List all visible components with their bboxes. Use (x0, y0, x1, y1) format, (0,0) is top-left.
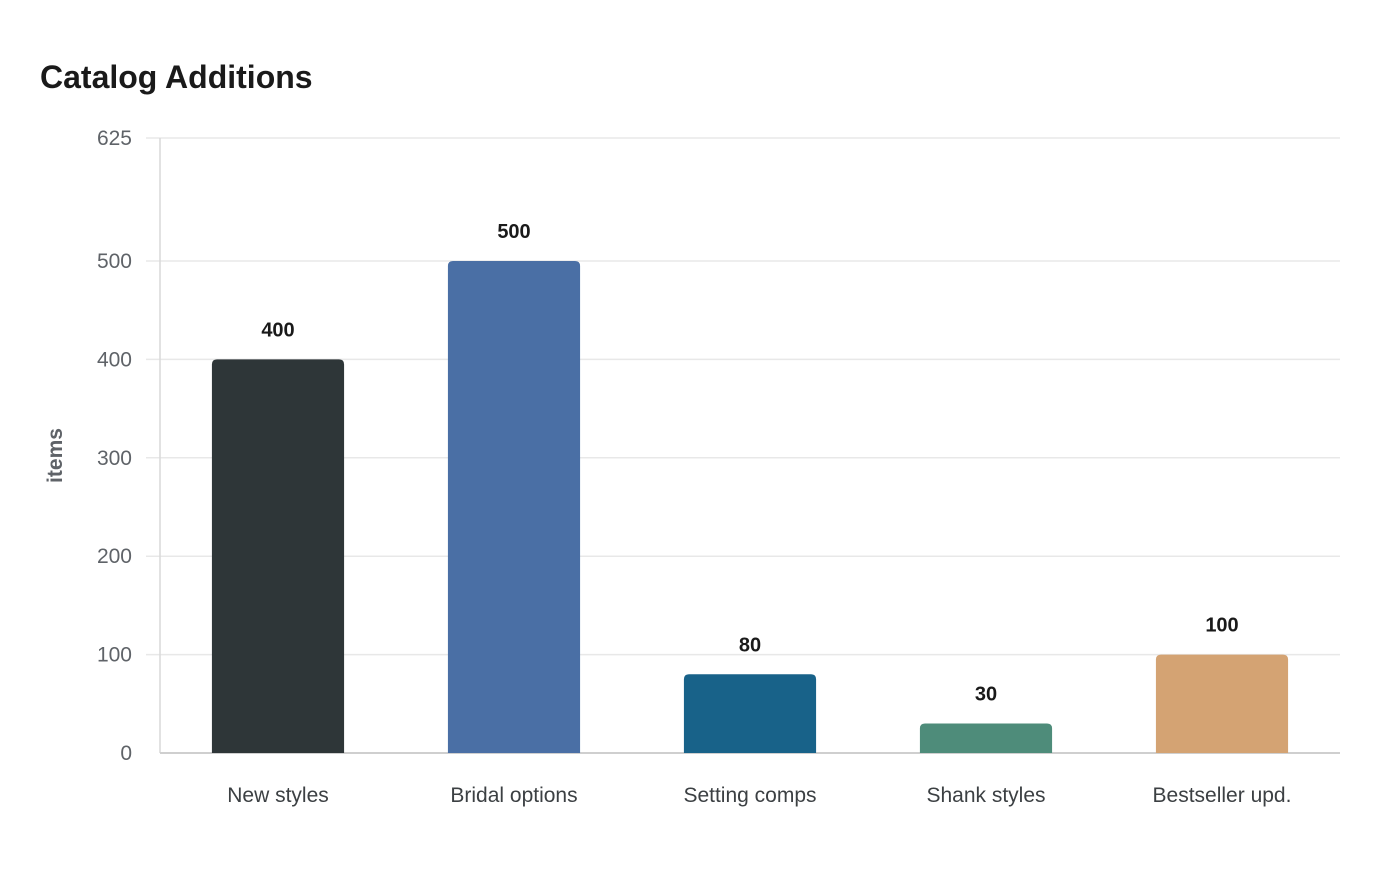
x-tick-label: Bestseller upd. (1153, 784, 1292, 807)
bar (211, 359, 345, 753)
y-axis-title: items (44, 428, 67, 483)
x-tick-label: Bridal options (450, 784, 577, 807)
bars (211, 261, 1289, 753)
y-tick-label: 100 (97, 644, 132, 667)
y-tick-label: 625 (97, 127, 132, 150)
data-label: 80 (739, 634, 761, 656)
data-label: 30 (975, 683, 997, 705)
chart-title: Catalog Additions (40, 59, 313, 95)
y-tick-labels: 0 100 200 300 400 500 625 (97, 127, 132, 765)
x-tick-label: Setting comps (683, 784, 816, 807)
bar (1155, 654, 1289, 753)
y-tick-label: 500 (97, 250, 132, 273)
y-tick-label: 0 (120, 742, 132, 765)
data-label: 100 (1205, 615, 1238, 637)
bar (683, 674, 817, 753)
y-tick-label: 400 (97, 348, 132, 371)
value-labels: 400 500 80 30 100 (261, 221, 1238, 705)
bar (447, 261, 581, 753)
data-label: 400 (261, 319, 294, 341)
y-tick-label: 300 (97, 447, 132, 470)
data-label: 500 (497, 221, 530, 243)
x-tick-label: New styles (227, 784, 329, 807)
category-labels: New styles Bridal options Setting comps Sha… (227, 784, 1291, 807)
gridlines (146, 137, 1340, 656)
x-tick-label: Shank styles (926, 784, 1045, 807)
bar (919, 723, 1053, 753)
y-tick-label: 200 (97, 545, 132, 568)
